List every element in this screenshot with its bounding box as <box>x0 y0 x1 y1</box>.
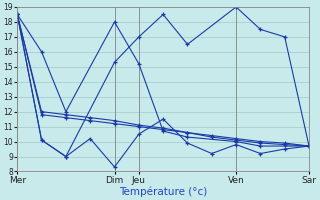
X-axis label: Température (°c): Température (°c) <box>119 186 207 197</box>
